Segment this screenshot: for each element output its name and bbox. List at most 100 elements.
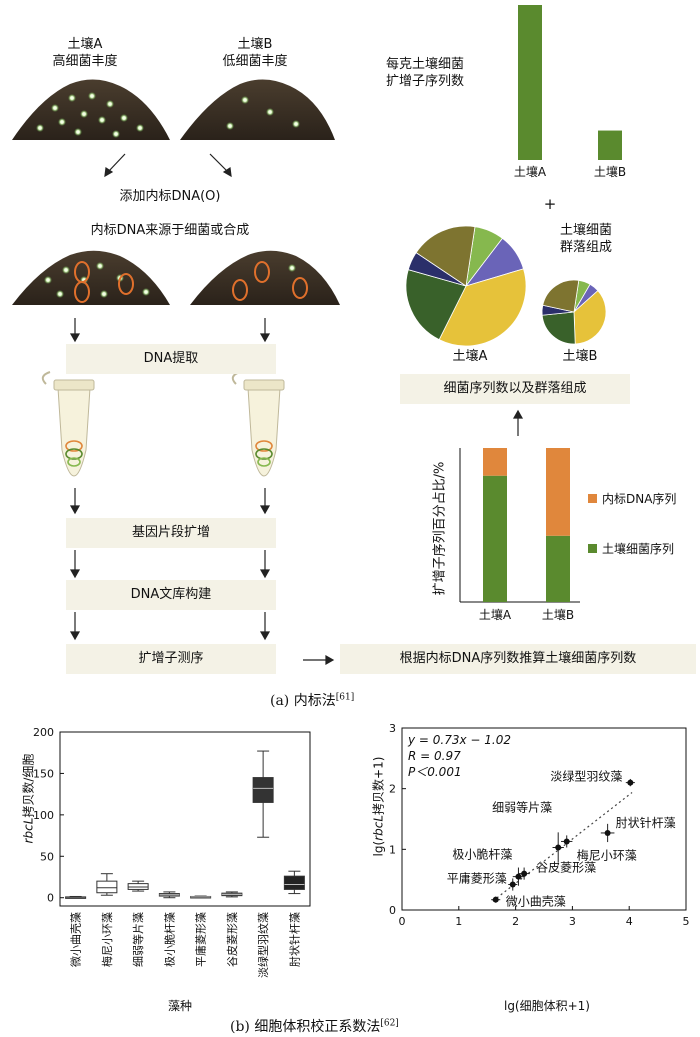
abundance-bar-label-b: 土壤B	[594, 164, 626, 179]
pie-a-slice-2	[438, 268, 527, 347]
scatter-point-label: 细弱等片藻	[492, 801, 552, 815]
box-ylabel: rbcL拷贝数/细胞	[21, 753, 36, 844]
stacked-label-b: 土壤B	[542, 607, 574, 622]
step-sequencing: 扩增子测序	[66, 644, 276, 674]
scatter-point	[509, 881, 516, 888]
scatter-ylabel: lg(rbcL拷贝数+1)	[371, 756, 386, 857]
scatter-point-label: 极小脆杆藻	[452, 847, 512, 862]
stacked-soil-a	[483, 475, 507, 602]
box-category-label: 肘状针杆藻	[287, 912, 301, 967]
stacked-soil-b	[546, 535, 570, 602]
scatter-point-label: 梅尼小环藻	[577, 847, 637, 862]
stacked-internal-a	[483, 448, 507, 476]
scatter-point	[515, 873, 522, 880]
step-library: DNA文库构建	[66, 580, 276, 610]
box-category-label: 极小脆杆藻	[162, 912, 176, 967]
box-ytick-label: 0	[47, 892, 54, 905]
abundance-bar-a	[518, 5, 542, 160]
scatter-point	[627, 779, 634, 786]
pie-a-slice-3	[405, 269, 467, 341]
pie-a-slice-5	[415, 225, 476, 287]
scatter-point	[555, 844, 562, 851]
dots-row2-b	[288, 264, 296, 272]
pie-b-slice-5	[542, 279, 580, 313]
scatter-annotation: P＜0.001	[408, 765, 462, 779]
box-category-label: 微小曲壳藻	[69, 912, 83, 967]
scatter-xlabel: lg(细胞体积+1)	[503, 999, 590, 1013]
merge-arrows	[104, 153, 232, 178]
plus-sign: +	[543, 195, 557, 213]
flow-arrows	[69, 318, 524, 666]
box-plot-frame	[59, 731, 311, 907]
bacteria-dots-a	[36, 92, 144, 138]
pie-b-label: 土壤B	[562, 349, 598, 364]
volume-scatter-plot: 0 1 2 3 4 5 0 1 2 3 y = 0.73x − 1.02 R = 0.97 P＜0.00…	[389, 722, 690, 928]
box-category-label: 淡绿型羽纹藻	[256, 912, 270, 978]
soil-a-title: 土壤A 高细菌丰度	[52, 37, 118, 69]
community-label: 土壤细菌 群落组成	[559, 223, 612, 255]
scatter-point	[604, 829, 611, 836]
internal-standard-source: 内标DNA来源于细菌或合成	[90, 223, 250, 238]
add-internal-standard: 添加内标DNA(O)	[119, 189, 221, 204]
rbcl-box-plot: 0 50 100 150 200 微小曲壳藻 梅尼小环藻 细弱等片藻 极小脆杆藻 平庸菱形藻 谷皮菱…	[33, 726, 311, 978]
box-category-label: 谷皮菱形藻	[226, 912, 239, 967]
scatter-point-label: 平庸菱形藻	[447, 871, 507, 886]
scatter-ytick-label: 1	[389, 843, 396, 856]
legend-soil: 土壤细菌序列	[588, 538, 674, 557]
flow-graphics	[12, 79, 524, 666]
scatter-point-label: 肘状针杆藻	[616, 815, 676, 830]
scatter-xtick-label: 0	[399, 915, 406, 928]
pie-a-label: 土壤A	[452, 349, 488, 364]
box-iqr	[283, 875, 305, 890]
scatter-point	[521, 870, 528, 877]
scatter-point-label: 微小曲壳藻	[506, 895, 566, 909]
scatter-xtick-label: 5	[683, 915, 690, 928]
scatter-point-label: 谷皮菱形藻	[536, 861, 596, 875]
soil-pile-a	[12, 79, 170, 140]
pcr-tube-a	[41, 371, 95, 477]
final-estimate-box: 根据内标DNA序列数推算土壤细菌序列数	[340, 644, 696, 674]
scatter-point	[492, 896, 499, 903]
box-ytick-label: 150	[33, 767, 54, 780]
scatter-xtick-label: 4	[626, 915, 633, 928]
box-iqr	[252, 777, 274, 803]
abundance-bar-b	[598, 130, 622, 160]
step-dna-extraction: DNA提取	[66, 344, 276, 374]
stacked-label-a: 土壤A	[479, 607, 512, 622]
caption-a: (a) 内标法[61]	[270, 692, 355, 709]
abundance-bar-chart: 土壤A 土壤B	[514, 5, 626, 179]
legend-swatch-internal	[588, 494, 597, 503]
composition-box: 细菌序列数以及群落组成	[400, 374, 630, 404]
soil-pile-a-spiked	[12, 250, 170, 305]
box-category-label: 梅尼小环藻	[100, 912, 114, 967]
soil-b-title: 土壤B 低细菌丰度	[222, 37, 288, 69]
legend-swatch-soil	[588, 544, 597, 553]
box-iqr	[96, 880, 118, 894]
step-amplification: 基因片段扩增	[66, 518, 276, 548]
stacked-internal-b	[546, 448, 570, 536]
pie-b-slice-3	[541, 311, 576, 345]
internal-standard-rings-b	[232, 261, 308, 301]
box-category-label: 细弱等片藻	[131, 912, 145, 967]
bar-top-label: 每克土壤细菌 扩增子序列数	[386, 57, 465, 89]
soil-pile-b-spiked	[190, 250, 340, 305]
box-ytick-label: 50	[40, 850, 54, 863]
caption-b: (b) 细胞体积校正系数法[62]	[230, 1018, 399, 1035]
scatter-ytick-label: 3	[389, 722, 396, 735]
scatter-point-label: 淡绿型羽纹藻	[550, 769, 622, 784]
scatter-ytick-label: 2	[389, 783, 396, 796]
scatter-frame	[401, 727, 687, 911]
scatter-ytick-label: 0	[389, 904, 396, 917]
abundance-bar-label-a: 土壤A	[514, 164, 547, 179]
scatter-point	[563, 838, 570, 845]
box-category-label: 平庸菱形藻	[194, 912, 208, 967]
scatter-xtick-label: 2	[512, 915, 519, 928]
box-ytick-label: 100	[33, 809, 54, 822]
pcr-tube-b	[231, 371, 285, 477]
box-xlabel: 藻种	[167, 999, 192, 1013]
bacteria-dots-b	[226, 96, 300, 130]
community-pies	[405, 225, 607, 347]
box-ytick-label: 200	[33, 726, 54, 739]
stacked-percentage-chart: 土壤A 土壤B	[459, 448, 580, 622]
scatter-xtick-label: 3	[569, 915, 576, 928]
